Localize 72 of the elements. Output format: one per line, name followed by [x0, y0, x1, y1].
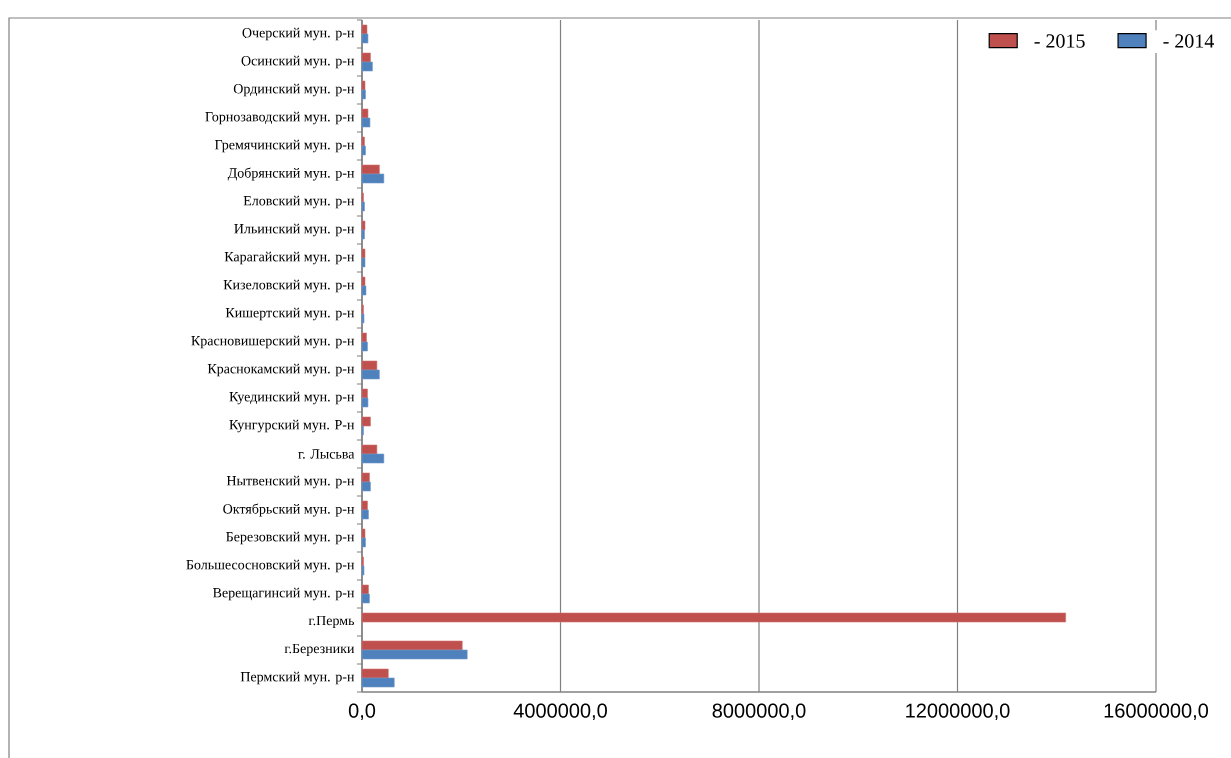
- bar: [361, 341, 368, 352]
- y-tick-label: Пермский мун. р-н: [240, 671, 355, 685]
- bar: [361, 61, 373, 72]
- bar: [361, 481, 371, 492]
- legend-label: - 2015: [1034, 34, 1085, 48]
- bar: [361, 500, 368, 511]
- y-tick-label: г.Пермь: [308, 615, 355, 629]
- bar: [361, 285, 367, 296]
- y-tick-label: Осинский мун. р-н: [241, 55, 355, 69]
- y-tick-label: Ильинский мун. р-н: [234, 223, 355, 237]
- bar: [361, 369, 380, 380]
- bar: [361, 173, 385, 184]
- x-tick-label: 8000000,0: [712, 703, 806, 721]
- bar: [361, 220, 366, 231]
- bar: [361, 52, 371, 63]
- bar: [361, 397, 369, 408]
- y-tick-label: Гремячинский мун. р-н: [214, 139, 355, 153]
- bar: [361, 117, 371, 128]
- bar: [361, 593, 370, 604]
- bar: [361, 388, 368, 399]
- y-tick-label: г.Березники: [284, 643, 355, 657]
- bar: [361, 201, 365, 212]
- bar: [361, 472, 370, 483]
- y-tick-label: Березовский мун. р-н: [226, 531, 355, 545]
- y-tick-label: Горнозаводский мун. р-н: [205, 111, 355, 125]
- bar: [361, 360, 378, 371]
- bar: [361, 453, 385, 464]
- x-tick-label: 0,0: [348, 703, 376, 721]
- x-tick-label: 16000000,0: [1104, 703, 1209, 721]
- bar: [361, 584, 369, 595]
- y-tick-label: Ординский мун. р-н: [233, 83, 355, 97]
- bar: [361, 612, 1066, 623]
- x-tick-label: 12000000,0: [906, 703, 1010, 721]
- y-tick-label: Кишертский мун. р-н: [225, 307, 355, 321]
- bar: [361, 640, 463, 651]
- y-tick-label: Красновишерский мун. р-н: [191, 335, 355, 349]
- y-tick-label: Еловский мун. р-н: [243, 195, 355, 209]
- x-tick-label: 4000000,0: [513, 703, 607, 721]
- bar: [361, 444, 378, 455]
- bar: [361, 229, 365, 240]
- y-tick-label: Карагайский мун. р-н: [224, 251, 355, 265]
- bar: [361, 332, 367, 343]
- bar: [361, 416, 371, 427]
- y-tick-label: Кунгурский мун. Р-н: [229, 419, 355, 433]
- bar: [361, 276, 366, 287]
- y-tick-label: Кизеловский мун. р-н: [223, 279, 355, 293]
- y-tick-label: Краснокамский мун. р-н: [207, 363, 355, 377]
- bar: [361, 509, 369, 520]
- bar: [361, 108, 369, 119]
- bar: [361, 649, 468, 660]
- bar: [361, 80, 366, 91]
- y-tick-label: Добрянский мун. р-н: [227, 167, 355, 181]
- bar: [361, 164, 380, 175]
- bar: [361, 677, 395, 688]
- y-tick-label: Нытвенский мун. р-н: [226, 475, 355, 489]
- bar: [361, 33, 369, 44]
- y-tick-label: Октябрьский мун. р-н: [223, 503, 355, 517]
- bar: [361, 248, 366, 259]
- bar: [361, 257, 366, 268]
- bar: [361, 145, 366, 156]
- legend-label: - 2014: [1163, 34, 1214, 48]
- bar: [361, 528, 366, 539]
- y-tick-label: Куединский мун. р-н: [229, 391, 355, 405]
- bar: [361, 136, 365, 147]
- y-tick-label: Очерский мун. р-н: [242, 27, 355, 41]
- y-tick-label: г. Лысьва: [298, 449, 355, 459]
- bar: [361, 24, 368, 35]
- y-tick-label: Большесосновский мун. р-н: [186, 559, 355, 573]
- bar: [361, 668, 389, 679]
- bar: [361, 89, 366, 100]
- y-tick-label: Верещагинсий мун. р-н: [213, 587, 355, 601]
- bar: [361, 537, 366, 548]
